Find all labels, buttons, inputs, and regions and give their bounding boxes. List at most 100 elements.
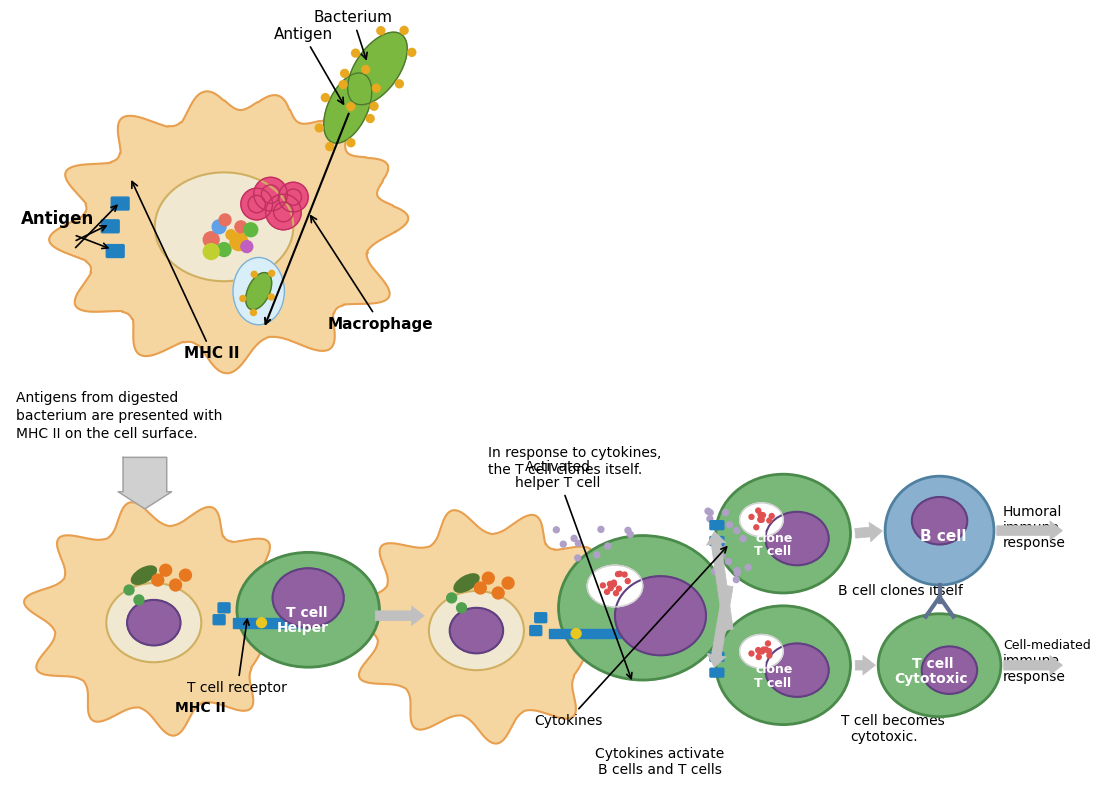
Text: immune: immune <box>1003 520 1060 535</box>
Text: B cell: B cell <box>920 528 967 543</box>
Text: bacterium are presented with: bacterium are presented with <box>17 409 222 423</box>
FancyBboxPatch shape <box>710 521 724 530</box>
Text: Antigen: Antigen <box>21 210 94 228</box>
Circle shape <box>604 543 611 549</box>
Circle shape <box>761 512 765 518</box>
Circle shape <box>160 564 171 576</box>
Circle shape <box>269 271 274 276</box>
Circle shape <box>243 223 258 237</box>
Ellipse shape <box>588 565 642 606</box>
FancyBboxPatch shape <box>710 536 724 546</box>
Circle shape <box>170 579 181 591</box>
Circle shape <box>560 541 567 547</box>
Circle shape <box>457 602 467 613</box>
Ellipse shape <box>765 512 829 565</box>
Text: the T cell clones itself.: the T cell clones itself. <box>489 463 642 477</box>
Polygon shape <box>347 510 621 744</box>
Circle shape <box>257 618 267 627</box>
Ellipse shape <box>922 646 978 694</box>
Circle shape <box>226 230 236 239</box>
Circle shape <box>749 651 754 656</box>
Circle shape <box>611 582 617 587</box>
Polygon shape <box>549 629 621 638</box>
Circle shape <box>763 647 769 652</box>
Ellipse shape <box>127 600 180 646</box>
Circle shape <box>758 517 763 522</box>
Circle shape <box>707 516 713 522</box>
Circle shape <box>347 103 354 110</box>
Circle shape <box>733 577 739 583</box>
Circle shape <box>447 593 457 602</box>
Text: response: response <box>1003 670 1065 684</box>
Circle shape <box>769 514 774 519</box>
Circle shape <box>618 571 622 576</box>
Circle shape <box>760 649 764 654</box>
FancyBboxPatch shape <box>710 652 724 662</box>
Polygon shape <box>118 457 171 509</box>
Circle shape <box>600 583 605 588</box>
Circle shape <box>758 512 763 517</box>
Circle shape <box>241 188 272 220</box>
Circle shape <box>240 295 246 302</box>
FancyBboxPatch shape <box>107 245 124 258</box>
Polygon shape <box>246 273 271 310</box>
Circle shape <box>719 541 725 547</box>
Text: MHC II: MHC II <box>174 701 226 715</box>
Circle shape <box>502 577 514 589</box>
Circle shape <box>622 572 627 577</box>
Circle shape <box>608 586 613 591</box>
Circle shape <box>765 641 770 646</box>
Circle shape <box>755 508 761 513</box>
Circle shape <box>408 49 416 57</box>
FancyBboxPatch shape <box>218 602 230 613</box>
Circle shape <box>608 582 612 587</box>
Circle shape <box>339 81 347 89</box>
Circle shape <box>203 231 219 247</box>
Text: MHC II: MHC II <box>132 181 240 361</box>
Text: response: response <box>1003 536 1065 551</box>
Ellipse shape <box>878 614 1001 717</box>
Ellipse shape <box>429 591 524 670</box>
Circle shape <box>400 26 408 34</box>
Circle shape <box>492 587 504 599</box>
Circle shape <box>219 214 231 226</box>
Ellipse shape <box>740 503 783 536</box>
Circle shape <box>124 585 134 595</box>
Text: clone: clone <box>755 663 793 676</box>
Circle shape <box>604 590 610 595</box>
Circle shape <box>574 555 581 561</box>
Circle shape <box>740 535 747 542</box>
Text: Cytokines activate: Cytokines activate <box>594 747 724 761</box>
Text: Bacterium: Bacterium <box>313 10 392 59</box>
Text: Humoral: Humoral <box>1003 505 1062 519</box>
Ellipse shape <box>715 606 851 725</box>
Polygon shape <box>233 618 308 627</box>
Circle shape <box>722 510 729 516</box>
Circle shape <box>316 124 323 132</box>
Text: In response to cytokines,: In response to cytokines, <box>489 446 662 460</box>
Text: Antigen: Antigen <box>273 27 343 104</box>
Ellipse shape <box>615 576 705 655</box>
Ellipse shape <box>559 535 727 680</box>
Circle shape <box>396 80 403 88</box>
Ellipse shape <box>454 574 479 592</box>
Polygon shape <box>348 32 408 105</box>
Circle shape <box>628 531 633 537</box>
Circle shape <box>767 518 772 523</box>
Text: T cell: T cell <box>753 677 791 690</box>
FancyBboxPatch shape <box>710 668 724 677</box>
Circle shape <box>234 221 247 233</box>
Circle shape <box>754 525 759 530</box>
Circle shape <box>759 517 764 523</box>
Text: clone: clone <box>755 531 793 544</box>
Ellipse shape <box>740 634 783 668</box>
Circle shape <box>367 115 374 122</box>
Ellipse shape <box>715 474 851 593</box>
Circle shape <box>767 653 772 658</box>
Ellipse shape <box>154 172 293 281</box>
Circle shape <box>625 579 630 583</box>
Circle shape <box>761 647 765 652</box>
Circle shape <box>474 582 487 594</box>
Circle shape <box>758 517 763 522</box>
Circle shape <box>613 591 619 595</box>
